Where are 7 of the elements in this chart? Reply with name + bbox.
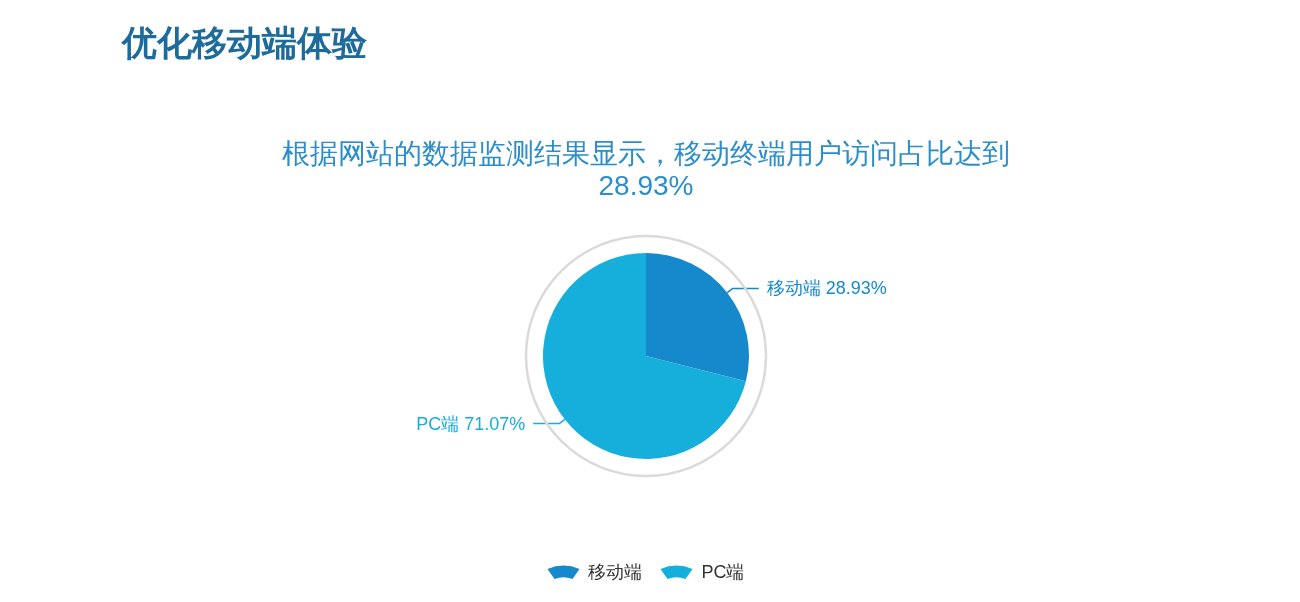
subtitle: 28.93% bbox=[598, 170, 694, 201]
category-label: PC端 71.07% bbox=[416, 413, 526, 434]
title: 优化移动端体验 bbox=[122, 23, 367, 62]
legend-label: PC端 bbox=[701, 562, 745, 582]
category-label: 移动端 28.93% bbox=[766, 278, 887, 299]
subtitle: 根据网站的数据监测结果显示，移动终端用户访问占比达到 bbox=[282, 138, 1010, 169]
legend-label: 移动端 bbox=[588, 562, 643, 582]
